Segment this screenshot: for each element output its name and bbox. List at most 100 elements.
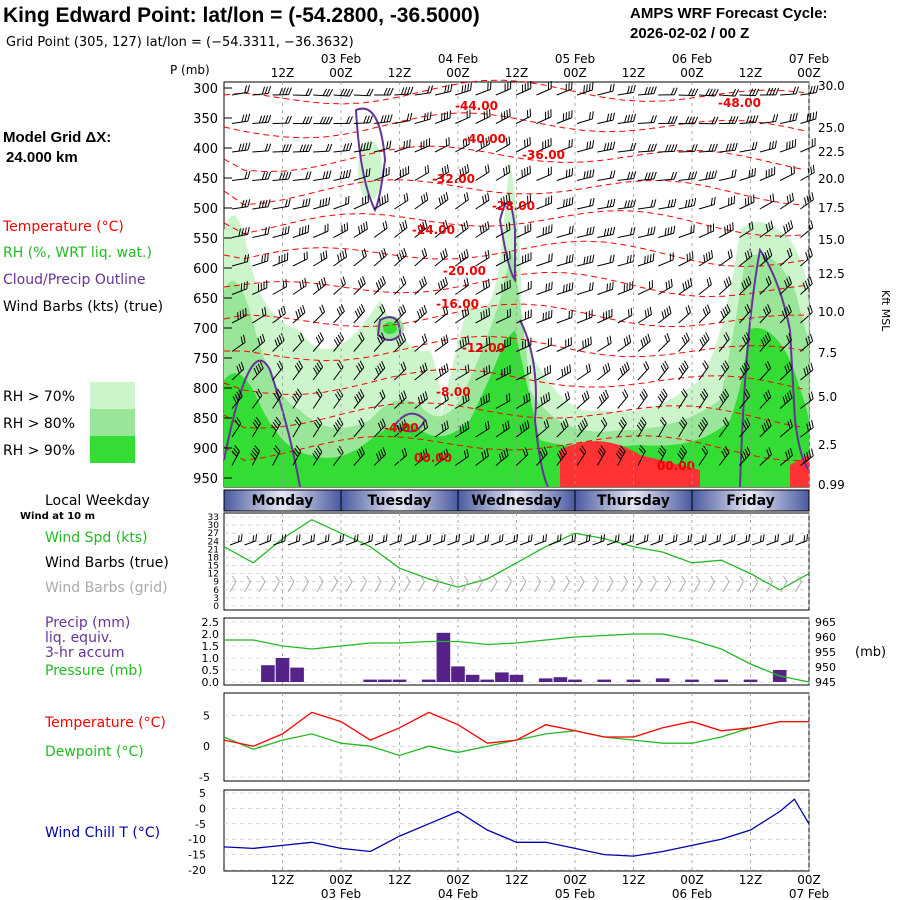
wind-barb-feather [691,88,696,96]
wind-barb-feather [547,167,550,176]
wind-barb-feather [812,85,816,94]
wind-barb [231,84,250,96]
wind-barb-feather [482,139,485,148]
wind-barb-feather [589,198,592,207]
wind-barb-feather [724,575,730,582]
wind-barb-feather [792,113,795,121]
wind-barb-feather [545,393,548,402]
wind-barb-feather [466,164,470,172]
wind-barb-feather [444,276,448,285]
wind-barb [515,392,531,409]
wind-barb [719,88,740,97]
wind-barb-feather [688,171,692,180]
wind-barb-feather [399,169,402,178]
wind-barb [719,169,737,181]
wind-barb-feather [687,535,690,542]
wind-barb-feather [546,366,549,375]
wind-barb [718,417,730,438]
wind-barb-feather [301,279,305,288]
temp-tick-label: 5 [203,709,210,722]
wind-barb-feather [503,111,506,119]
wind-barb-feather [727,250,731,259]
wind-barb [556,225,574,238]
wind-barb [373,447,387,466]
wind-barb-feather [660,445,667,452]
wind-barb-feather [664,335,669,343]
wind-barb-feather [647,333,651,342]
wind-barb-feather [792,86,797,95]
wind-barb-feather [445,192,449,200]
wind-barb-feather [295,390,301,398]
wind-barb-feather [681,445,688,452]
wind-barb-feather [469,109,471,118]
wind-barb-feather [388,166,390,175]
wind-barb [597,141,616,153]
wind-barb-feather [810,391,814,399]
wind-barb-feather [479,226,482,234]
wind-barb-feather [459,340,462,348]
wind-barb [678,277,693,295]
wind-barb-feather [232,396,237,404]
wind-barb-feather [550,575,556,582]
wind-barb-feather [406,86,411,95]
wind-barb-feather [637,575,643,582]
wind-barb-feather [667,199,671,208]
wind-barb-feather [609,255,612,263]
wind-barb-feather [571,282,574,290]
wind-barb-feather [768,169,770,177]
wind-barb-feather [464,422,467,431]
precip-bar [436,632,451,682]
wind-barb-feather [315,336,321,345]
wind-barb-shaft [621,581,628,593]
wind-barb-feather [745,198,747,207]
wind-barb-feather [746,417,751,426]
wind-barb-feather [542,312,544,321]
wind-barb-feather [487,420,490,429]
wind-barb [698,143,718,153]
wind-barb-grid [432,575,440,593]
wind-barb-feather [261,86,266,95]
wind-barb-feather [445,138,448,147]
wind-barb-feather [367,194,369,203]
wind-barb-feather [742,450,747,459]
wind-barb-feather [530,534,533,541]
cloud-outline-wed-low [519,319,549,488]
wind-barb-feather [714,89,719,97]
wind-barb-feather [400,335,405,343]
wind-barb-feather [543,446,548,454]
wind-barb-grid [693,575,701,593]
wind-barb-feather [277,388,282,396]
wind-barb-feather [789,390,793,399]
wind-barb-feather [381,196,384,205]
wind-barb-feather [449,575,454,582]
wind-barb [313,143,333,153]
wind-barb-feather [355,365,361,373]
wind-barb-feather [602,417,608,425]
wind-barb-feather [540,397,543,405]
wind-barb-feather [509,365,511,373]
wind-barb [455,448,469,466]
wind-barb-feather [482,195,485,204]
height-tick-label: 0.99 [818,478,845,492]
bottom-time-tick-label: 12Z [388,873,412,887]
wind-barb-shaft [476,540,488,546]
wind-barb-feather [264,143,269,152]
wind-barb-feather [747,276,752,284]
wind-barb-feather [619,367,624,376]
wind-barb-feather [745,360,751,368]
wind-barb [637,333,651,352]
wind-barb-feather [567,338,570,347]
wind-barb-shaft [722,540,735,546]
wind-barb-shaft [650,540,662,546]
wind-barb-feather [325,197,328,206]
wind-barb [394,86,414,96]
wind-barb-feather [565,575,570,582]
wind-barb-feather [724,226,726,235]
wind-barb-feather [399,223,403,232]
wind-barb-feather [714,143,718,152]
wind-barb [333,142,353,153]
precip-bar [743,679,758,682]
wind-barb-feather [527,195,529,204]
wind-barb-feather [627,309,630,317]
wind-barb [617,334,632,352]
